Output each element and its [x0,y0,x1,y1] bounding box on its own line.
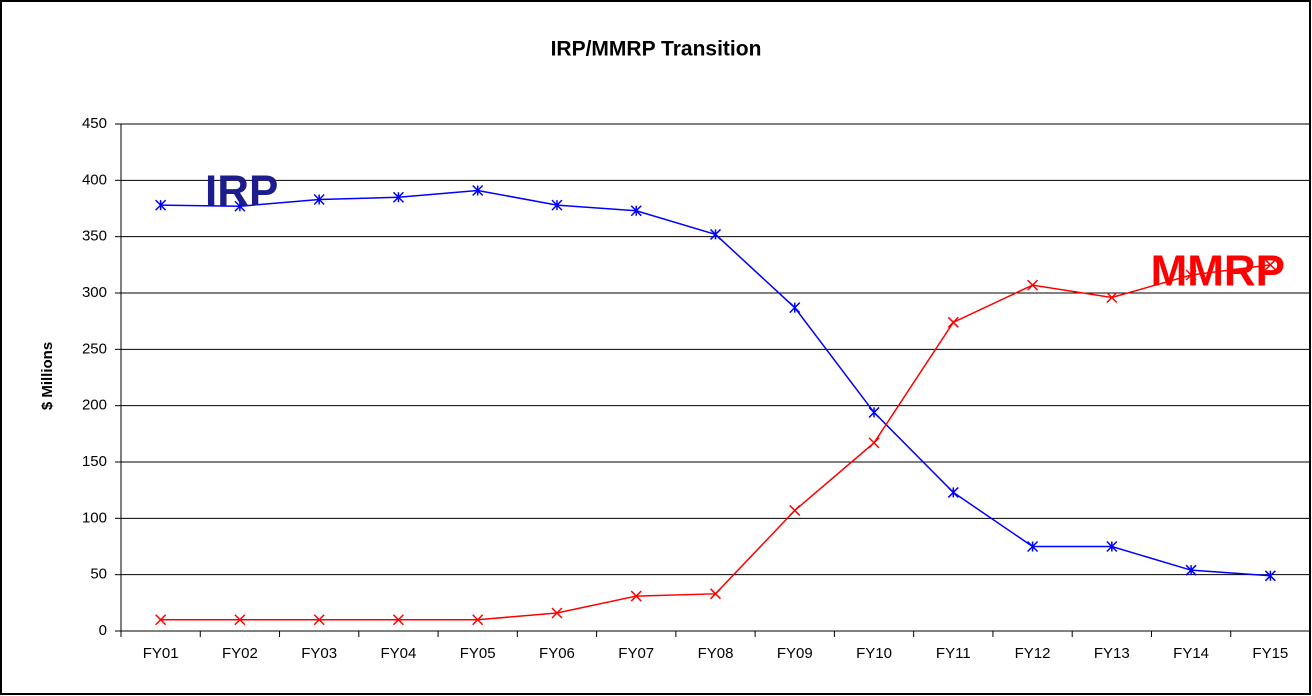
annotation: IRP [205,167,278,216]
x-tick-label: FY09 [777,645,813,662]
series-marker [1264,259,1276,271]
series-marker [709,588,722,600]
series-marker [1185,564,1197,576]
x-tick-label: FY13 [1094,645,1130,662]
series-marker [313,614,325,626]
series-marker [868,406,880,418]
x-tick-label: FY11 [936,645,971,662]
series-marker [551,199,563,211]
series-marker [472,614,484,626]
series-marker [630,590,642,602]
series-marker [155,614,167,626]
chart-title: IRP/MMRP Transition [551,38,762,61]
series-marker [630,205,642,217]
series-marker [709,228,722,240]
y-tick-label: 250 [82,340,107,357]
series-marker [1106,540,1118,553]
y-tick-label: 350 [82,228,107,245]
y-tick-label: 150 [82,453,107,470]
y-axis-label: $ Millions [39,342,56,410]
series-marker [551,607,563,619]
annotation: MMRP [1151,247,1285,296]
y-tick-label: 400 [82,171,107,188]
series-marker [155,199,167,211]
series-marker [1027,279,1039,291]
series-marker [947,486,959,498]
series-marker [313,193,325,206]
y-tick-label: 50 [90,566,107,583]
x-tick-label: FY10 [856,645,892,662]
series-marker [1027,540,1039,553]
series-marker [234,614,246,626]
x-tick-label: FY01 [143,645,179,662]
series-marker [1264,570,1276,582]
series-marker [392,614,404,626]
x-tick-label: FY14 [1173,645,1209,662]
x-tick-label: FY06 [539,645,575,662]
x-tick-label: FY04 [381,645,417,662]
series-marker [234,200,246,212]
x-tick-label: FY08 [698,645,734,662]
x-tick-label: FY05 [460,645,496,662]
x-tick-label: FY02 [222,645,258,662]
x-tick-label: FY07 [618,645,654,662]
y-tick-label: 450 [82,115,107,132]
x-tick-label: FY03 [301,645,337,662]
y-tick-label: 100 [82,509,107,526]
series-marker [1185,269,1197,281]
x-tick-label: FY12 [1015,645,1051,662]
series-marker [868,437,880,449]
y-tick-label: 0 [99,622,107,639]
y-tick-label: 200 [82,397,107,414]
series-marker [392,191,404,203]
series-marker [789,302,801,314]
series-marker [947,316,959,328]
y-tick-label: 300 [82,284,107,301]
x-tick-label: FY15 [1252,645,1288,662]
series-marker [1106,291,1118,304]
series-marker [472,184,484,197]
series-marker [789,504,801,516]
